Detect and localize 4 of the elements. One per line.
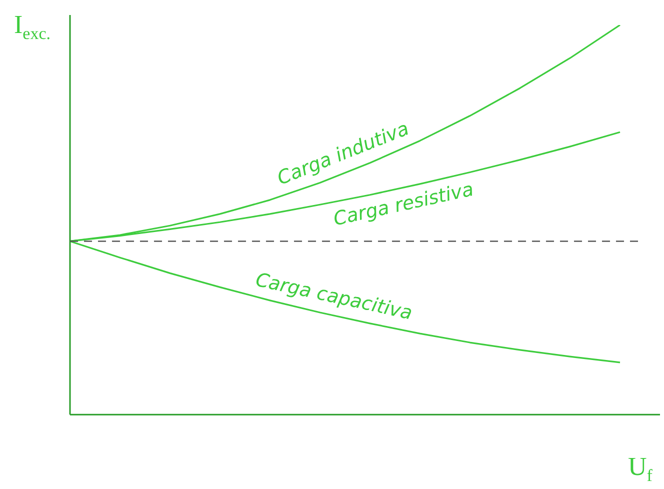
y-axis-title: I$_{exc.}$ [14, 10, 51, 44]
text: Carga resistiva [331, 178, 476, 230]
text: Carga capacitiva [254, 268, 414, 324]
x-axis-title: U$_{f}$ [628, 452, 652, 486]
